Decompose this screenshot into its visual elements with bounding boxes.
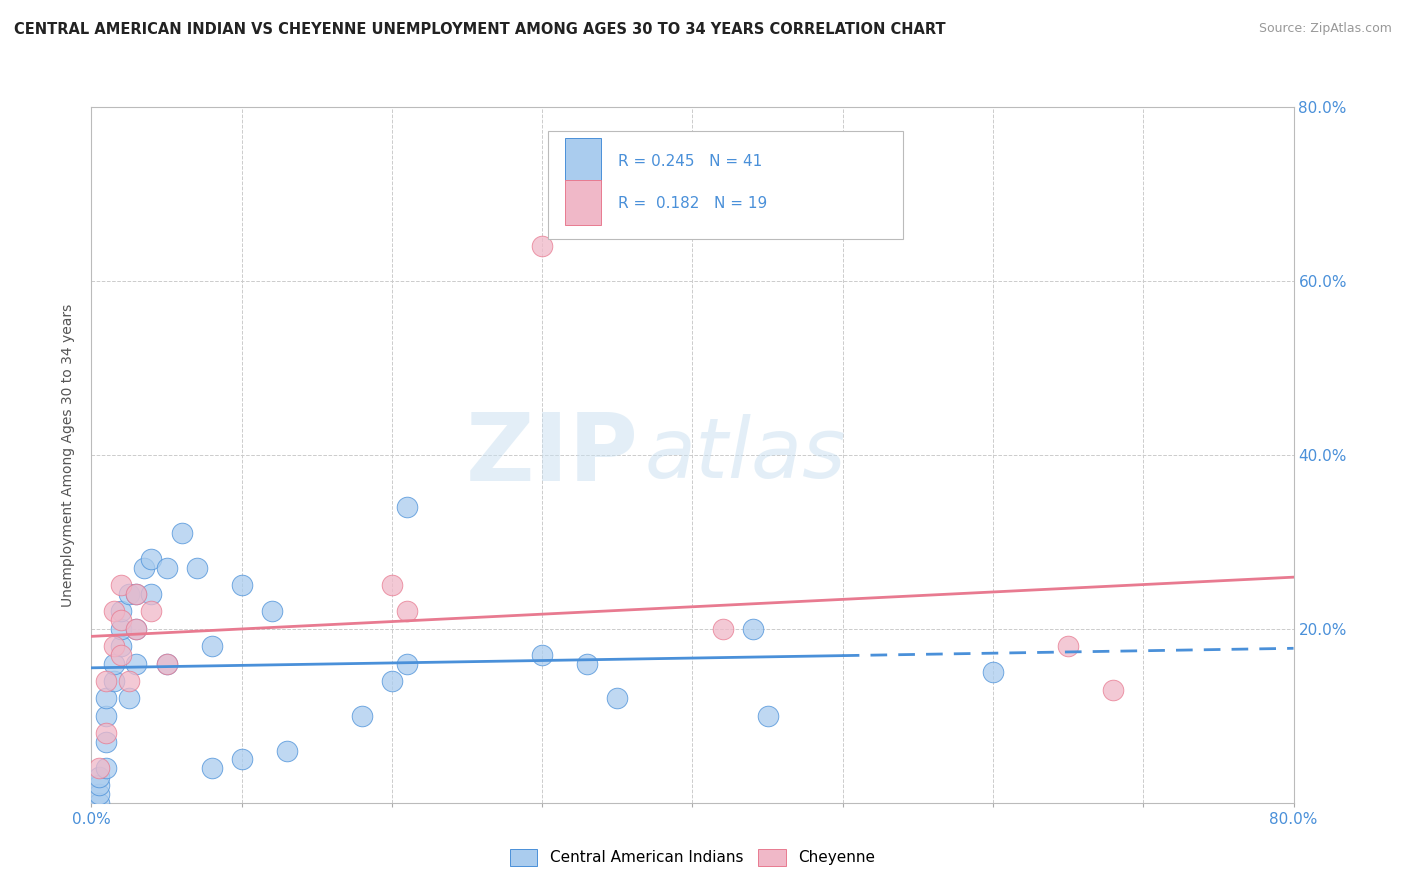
Text: R =  0.182   N = 19: R = 0.182 N = 19	[617, 195, 768, 211]
Text: R = 0.245   N = 41: R = 0.245 N = 41	[617, 153, 762, 169]
Point	[576, 657, 599, 671]
Point	[96, 735, 118, 749]
Point	[103, 674, 125, 689]
Point	[103, 605, 125, 619]
Point	[531, 648, 554, 662]
Point	[110, 578, 132, 592]
Point	[125, 587, 148, 601]
Point	[531, 239, 554, 253]
Point	[110, 639, 132, 653]
Point	[756, 708, 779, 723]
Point	[118, 691, 141, 706]
Point	[350, 708, 373, 723]
Point	[96, 761, 118, 775]
Point	[276, 744, 298, 758]
Point	[87, 796, 110, 810]
Point	[1102, 682, 1125, 697]
Point	[87, 787, 110, 801]
Text: CENTRAL AMERICAN INDIAN VS CHEYENNE UNEMPLOYMENT AMONG AGES 30 TO 34 YEARS CORRE: CENTRAL AMERICAN INDIAN VS CHEYENNE UNEM…	[14, 22, 946, 37]
Bar	[565, 138, 602, 184]
Point	[132, 561, 155, 575]
Point	[201, 761, 224, 775]
Legend: Central American Indians, Cheyenne: Central American Indians, Cheyenne	[503, 843, 882, 871]
Point	[741, 622, 763, 636]
Point	[155, 657, 177, 671]
Point	[110, 605, 132, 619]
Point	[125, 622, 148, 636]
Point	[125, 587, 148, 601]
Point	[87, 761, 110, 775]
Point	[110, 648, 132, 662]
Bar	[565, 180, 602, 226]
Text: atlas: atlas	[644, 415, 846, 495]
Point	[186, 561, 208, 575]
Point	[395, 657, 418, 671]
Text: ZIP: ZIP	[465, 409, 638, 501]
Point	[1057, 639, 1080, 653]
Point	[141, 587, 163, 601]
Point	[125, 622, 148, 636]
Point	[103, 639, 125, 653]
Point	[260, 605, 283, 619]
Point	[155, 561, 177, 575]
Point	[110, 622, 132, 636]
Point	[395, 500, 418, 514]
Point	[606, 691, 628, 706]
Point	[87, 770, 110, 784]
Point	[87, 778, 110, 792]
Point	[141, 552, 163, 566]
Point	[96, 691, 118, 706]
Point	[155, 657, 177, 671]
Point	[103, 657, 125, 671]
Point	[981, 665, 1004, 680]
Y-axis label: Unemployment Among Ages 30 to 34 years: Unemployment Among Ages 30 to 34 years	[62, 303, 76, 607]
Point	[96, 726, 118, 740]
Point	[96, 708, 118, 723]
Point	[110, 613, 132, 627]
Point	[125, 657, 148, 671]
Point	[201, 639, 224, 653]
Point	[381, 578, 404, 592]
Point	[711, 622, 734, 636]
Text: Source: ZipAtlas.com: Source: ZipAtlas.com	[1258, 22, 1392, 36]
Point	[395, 605, 418, 619]
FancyBboxPatch shape	[548, 131, 903, 239]
Point	[231, 752, 253, 766]
Point	[231, 578, 253, 592]
Point	[141, 605, 163, 619]
Point	[96, 674, 118, 689]
Point	[381, 674, 404, 689]
Point	[170, 526, 193, 541]
Point	[118, 674, 141, 689]
Point	[118, 587, 141, 601]
